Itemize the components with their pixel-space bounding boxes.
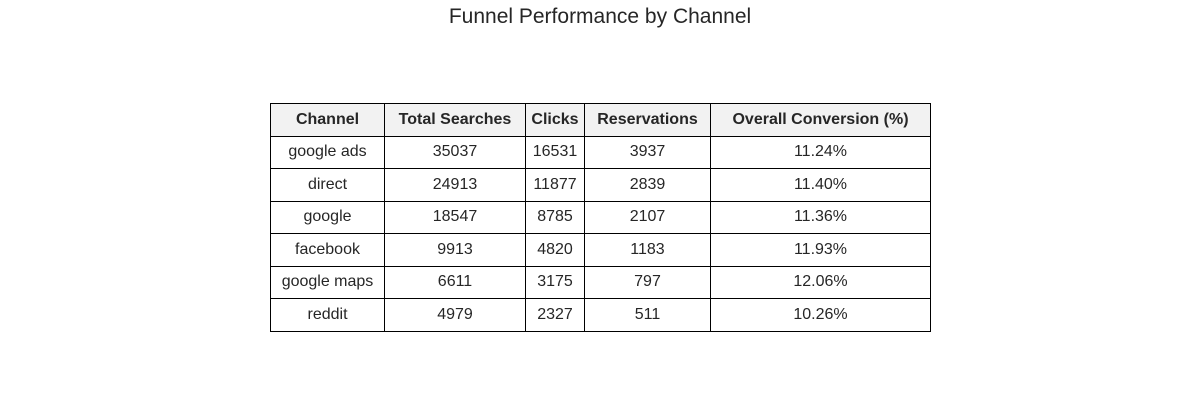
cell-clicks: 3175 — [525, 265, 585, 299]
header-channel: Channel — [270, 103, 385, 137]
header-reservations: Reservations — [584, 103, 711, 137]
cell-channel: facebook — [270, 233, 385, 267]
funnel-table: Channel Total Searches Clicks Reservatio… — [270, 103, 931, 332]
table-row: direct 24913 11877 2839 11.40% — [270, 168, 931, 202]
cell-total-searches: 35037 — [384, 135, 526, 169]
cell-clicks: 11877 — [525, 168, 585, 202]
cell-total-searches: 4979 — [384, 298, 526, 332]
cell-overall-conversion: 11.40% — [710, 168, 931, 202]
cell-total-searches: 9913 — [384, 233, 526, 267]
table-header-row: Channel Total Searches Clicks Reservatio… — [270, 103, 931, 137]
header-total-searches: Total Searches — [384, 103, 526, 137]
cell-overall-conversion: 11.24% — [710, 135, 931, 169]
cell-total-searches: 24913 — [384, 168, 526, 202]
table-row: google ads 35037 16531 3937 11.24% — [270, 135, 931, 169]
cell-reservations: 511 — [584, 298, 711, 332]
cell-reservations: 2839 — [584, 168, 711, 202]
cell-total-searches: 18547 — [384, 200, 526, 234]
cell-clicks: 2327 — [525, 298, 585, 332]
cell-overall-conversion: 12.06% — [710, 265, 931, 299]
cell-clicks: 16531 — [525, 135, 585, 169]
table-row: google 18547 8785 2107 11.36% — [270, 200, 931, 234]
cell-reservations: 797 — [584, 265, 711, 299]
cell-overall-conversion: 11.36% — [710, 200, 931, 234]
cell-overall-conversion: 11.93% — [710, 233, 931, 267]
cell-channel: reddit — [270, 298, 385, 332]
table-row: google maps 6611 3175 797 12.06% — [270, 265, 931, 299]
cell-clicks: 4820 — [525, 233, 585, 267]
cell-total-searches: 6611 — [384, 265, 526, 299]
cell-reservations: 3937 — [584, 135, 711, 169]
cell-overall-conversion: 10.26% — [710, 298, 931, 332]
cell-reservations: 2107 — [584, 200, 711, 234]
cell-channel: google ads — [270, 135, 385, 169]
cell-channel: google maps — [270, 265, 385, 299]
cell-channel: google — [270, 200, 385, 234]
table-row: reddit 4979 2327 511 10.26% — [270, 298, 931, 332]
table-row: facebook 9913 4820 1183 11.93% — [270, 233, 931, 267]
cell-reservations: 1183 — [584, 233, 711, 267]
chart-title: Funnel Performance by Channel — [448, 5, 752, 28]
cell-channel: direct — [270, 168, 385, 202]
header-overall-conversion: Overall Conversion (%) — [710, 103, 931, 137]
cell-clicks: 8785 — [525, 200, 585, 234]
header-clicks: Clicks — [525, 103, 585, 137]
